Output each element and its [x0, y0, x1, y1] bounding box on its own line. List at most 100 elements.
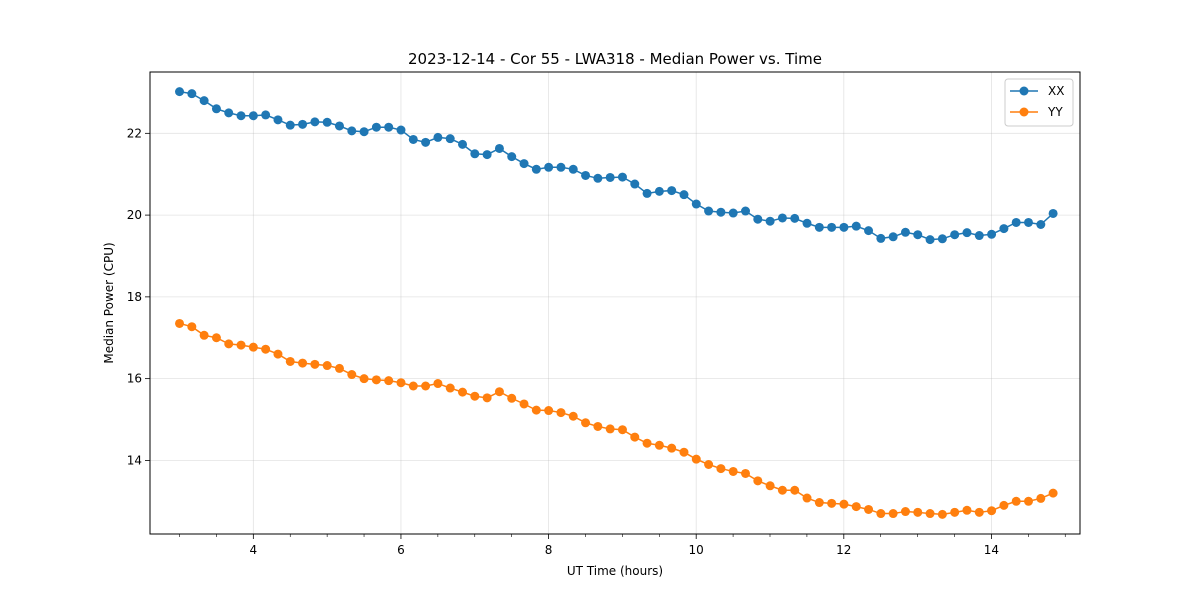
series-layer	[175, 87, 1058, 519]
series-xx-point	[531, 164, 541, 174]
x-tick-label: 4	[250, 543, 258, 557]
series-yy-point	[187, 322, 197, 332]
series-yy-point	[298, 358, 308, 368]
series-xx-point	[691, 199, 701, 209]
series-yy-point	[654, 440, 664, 450]
series-yy-point	[371, 375, 381, 385]
series-yy-point	[310, 359, 320, 369]
series-xx-point	[359, 127, 369, 137]
series-xx-point	[519, 159, 529, 169]
series-xx-point	[175, 87, 185, 97]
series-xx-point	[273, 115, 283, 125]
series-xx-point	[458, 139, 468, 149]
x-tick-label: 14	[984, 543, 999, 557]
series-yy-point	[777, 485, 787, 495]
series-yy-point	[347, 370, 357, 380]
series-xx-point	[876, 233, 886, 243]
x-tick-label: 8	[545, 543, 553, 557]
series-xx-point	[322, 117, 332, 127]
series-xx-point	[679, 190, 689, 200]
series-xx-point	[741, 206, 751, 216]
legend: XX YY	[1004, 78, 1074, 127]
series-yy-point	[384, 376, 394, 386]
series-xx-point	[974, 231, 984, 241]
ticks: 4 6 8 10 12 14 14 16 18 20 22	[127, 126, 1066, 557]
series-yy-point	[1048, 488, 1058, 498]
chart-title: 2023-12-14 - Cor 55 - LWA318 - Median Po…	[408, 50, 822, 68]
legend-yy-label: YY	[1047, 105, 1063, 119]
series-xx-point	[617, 172, 627, 182]
series-yy-point	[765, 481, 775, 491]
series-yy-point	[617, 425, 627, 435]
series-xx-point	[568, 164, 578, 174]
series-xx-point	[236, 111, 246, 121]
series-xx-point	[445, 134, 455, 144]
series-yy-point	[248, 342, 258, 352]
series-yy-point	[605, 424, 615, 434]
series-yy-point	[285, 356, 295, 366]
legend-xx-label: XX	[1048, 84, 1064, 98]
series-yy-line	[179, 322, 1054, 516]
series-xx-point	[494, 143, 504, 153]
series-xx-point	[1048, 208, 1058, 218]
series-xx-point	[371, 122, 381, 132]
series-yy-point	[679, 447, 689, 457]
series-xx-point	[199, 96, 209, 106]
series-xx-point	[827, 222, 837, 232]
y-tick-label: 16	[127, 372, 142, 386]
series-xx-point	[642, 188, 652, 198]
grid	[150, 72, 1080, 534]
series-xx-point	[790, 213, 800, 223]
series-yy-point	[544, 406, 554, 416]
series-yy-point	[334, 363, 344, 373]
y-tick-label: 18	[127, 290, 142, 304]
series-yy-point	[273, 349, 283, 359]
y-tick-label: 14	[127, 453, 142, 467]
series-yy-point	[433, 379, 443, 389]
series-yy-point	[568, 411, 578, 421]
series-xx-point	[605, 172, 615, 182]
series-yy-point	[814, 498, 824, 508]
series-xx-point	[285, 120, 295, 130]
plot-frame	[149, 71, 1081, 535]
series-yy-point	[593, 421, 603, 431]
series-yy-point	[1024, 496, 1033, 506]
y-axis-label: Median Power (CPU)	[102, 242, 116, 363]
series-xx-point	[802, 218, 812, 228]
series-yy-point	[556, 408, 566, 418]
legend-xx-marker	[1019, 86, 1029, 96]
series-xx-point	[1024, 217, 1033, 227]
series-xx-point	[433, 132, 443, 142]
series-yy-point	[937, 509, 947, 519]
series-xx-point	[507, 152, 517, 162]
legend-yy-marker	[1019, 107, 1029, 117]
series-xx-point	[888, 232, 898, 242]
series-yy-point	[974, 507, 984, 517]
series-xx-point	[630, 179, 640, 189]
series-xx-point	[187, 89, 197, 99]
series-xx-point	[654, 186, 664, 196]
series-xx-point	[667, 186, 677, 196]
series-xx-point	[211, 104, 221, 114]
series-yy-point	[790, 485, 800, 495]
series-yy-point	[753, 476, 763, 486]
series-xx-point	[900, 227, 910, 237]
series-yy-point	[900, 507, 910, 517]
series-xx-point	[999, 224, 1009, 234]
series-yy-point	[667, 443, 677, 453]
series-yy-point	[962, 505, 972, 515]
series-xx-point	[248, 111, 258, 121]
series-xx-line	[179, 90, 1054, 241]
series-xx-point	[753, 214, 763, 224]
series-yy-point	[630, 432, 640, 442]
series-yy-point	[445, 383, 455, 393]
series-xx-point	[421, 137, 431, 147]
series-yy-point	[322, 361, 332, 371]
series-xx-point	[864, 226, 874, 236]
series-xx-point	[396, 125, 406, 135]
series-yy-point	[1036, 493, 1046, 503]
series-yy-point	[396, 378, 406, 388]
series-yy-point	[494, 387, 504, 397]
series-xx-point	[347, 126, 357, 136]
series-yy-point	[359, 374, 369, 384]
